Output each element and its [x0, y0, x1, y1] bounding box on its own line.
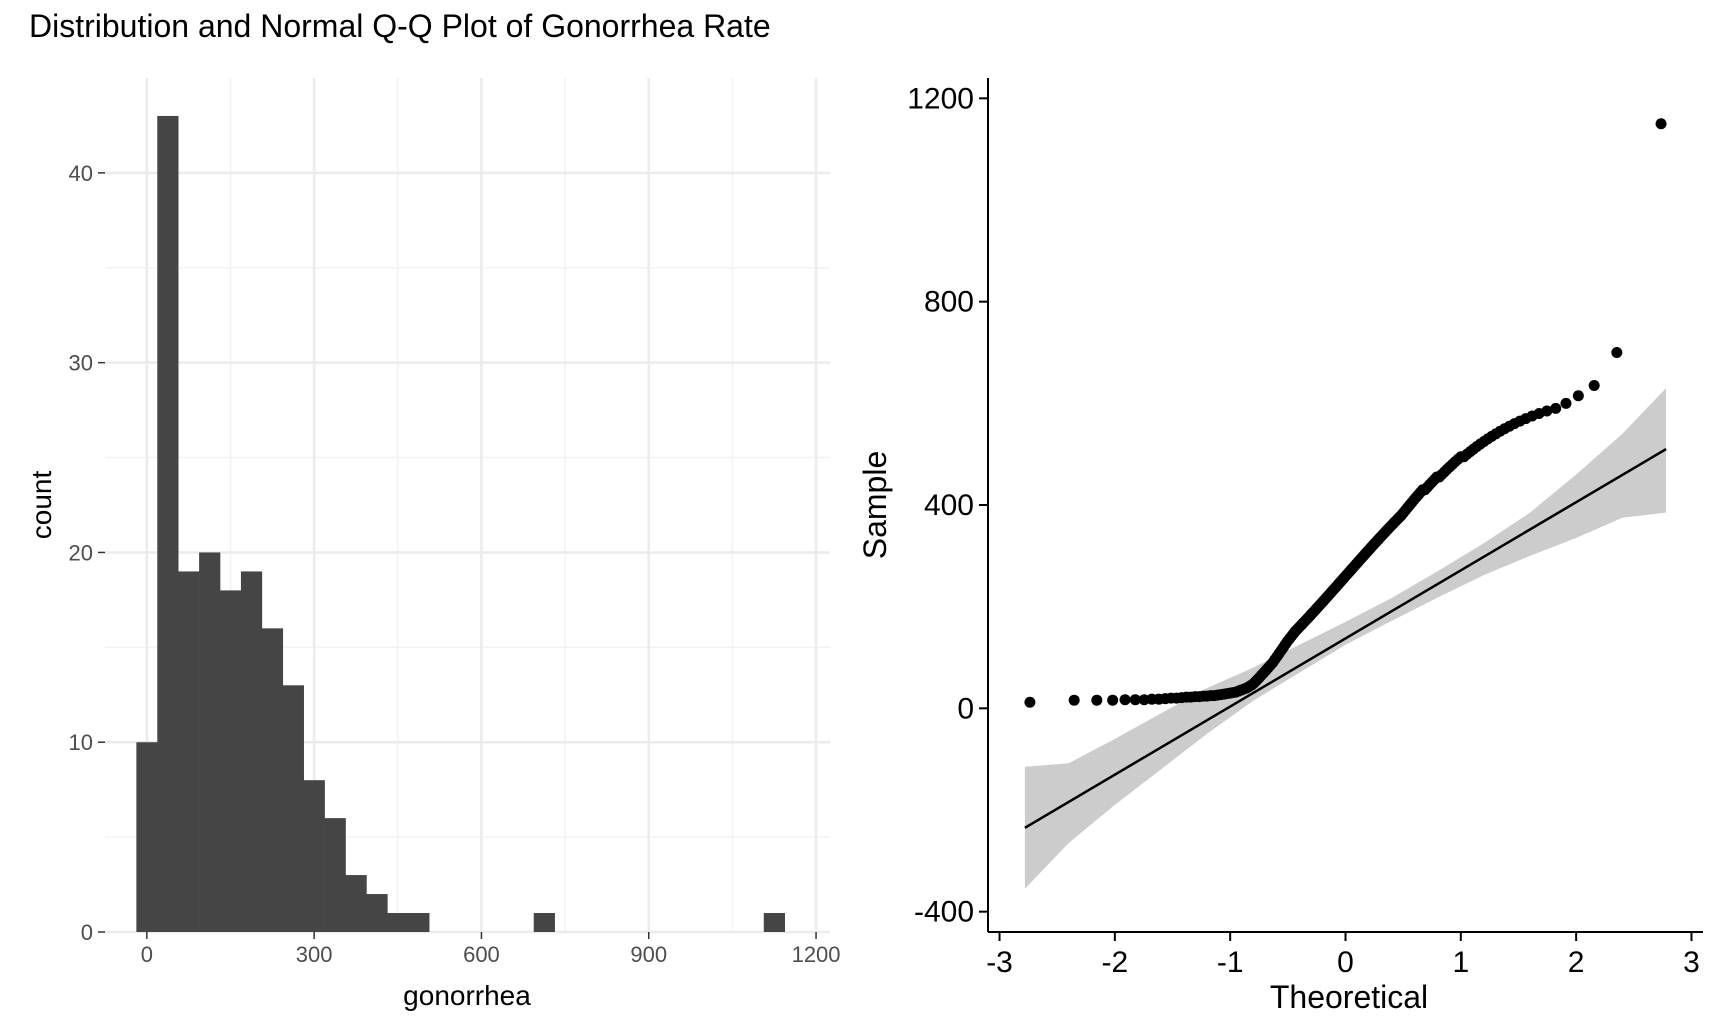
qq-x-tick-label: -3 — [986, 946, 1013, 979]
qq-point — [1611, 347, 1623, 358]
histogram-bar — [533, 913, 555, 932]
histogram-bar — [220, 590, 242, 932]
histogram-y-tick-label: 10 — [69, 730, 93, 755]
qq-point — [1024, 696, 1036, 708]
histogram-bar — [178, 571, 200, 932]
qq-point — [1129, 694, 1141, 706]
qq-x-tick-label: 2 — [1568, 946, 1585, 979]
qq-point — [1655, 118, 1667, 130]
histogram-x-tick-label: 0 — [141, 942, 153, 967]
qq-x-tick-label: -1 — [1217, 946, 1244, 979]
histogram-x-tick-label: 300 — [296, 942, 333, 967]
histogram-bar — [136, 742, 158, 932]
qq-point — [1541, 405, 1553, 417]
qq-reference-line-group — [1024, 448, 1667, 829]
qq-point — [1588, 380, 1600, 392]
qq-y-axis-label: Sample — [857, 451, 893, 560]
histogram-bar — [366, 894, 388, 932]
histogram-bar — [345, 875, 367, 932]
histogram-bar — [408, 913, 430, 932]
qq-points — [1024, 118, 1667, 708]
qq-y-tick-label: 400 — [924, 489, 974, 522]
histogram-bar — [387, 913, 409, 932]
histogram-x-tick-label: 900 — [630, 942, 667, 967]
qq-x-tick-label: 1 — [1452, 946, 1469, 979]
qq-point — [1560, 397, 1572, 409]
qq-point — [1091, 694, 1103, 706]
histogram-bar — [303, 780, 325, 932]
histogram-y-tick-label: 20 — [69, 540, 93, 565]
histogram-bar — [157, 115, 179, 932]
qq-y-tick-label: 1200 — [907, 82, 974, 115]
histogram-y-tick-label: 0 — [81, 920, 93, 945]
qq-point — [1107, 694, 1119, 706]
histogram-bars — [136, 115, 785, 932]
qq-point — [1068, 694, 1080, 706]
histogram-bar — [199, 552, 221, 932]
histogram-y-tick-label: 40 — [69, 161, 93, 186]
qq-y-tick-label: 800 — [924, 286, 974, 319]
histogram-bar — [324, 818, 346, 932]
qq-x-tick-label: -2 — [1102, 946, 1129, 979]
histogram-panel: 0 300 600 900 1200 0 10 20 30 40 gonorrhea count — [26, 78, 841, 1011]
histogram-tick-labels: 0 300 600 900 1200 0 10 20 30 40 — [69, 161, 841, 967]
histogram-y-tick-label: 30 — [69, 351, 93, 376]
qq-x-axis-label: Theoretical — [1270, 979, 1428, 1015]
qq-point — [1119, 694, 1131, 706]
histogram-bar — [261, 628, 284, 932]
qq-x-tick-label: 3 — [1683, 946, 1700, 979]
qq-y-tick-label: 0 — [957, 692, 974, 725]
chart-title: Distribution and Normal Q-Q Plot of Gono… — [29, 8, 771, 44]
histogram-bar — [240, 571, 263, 932]
qq-tick-labels: -3 -2 -1 0 1 2 3 -400 0 400 800 1200 — [907, 82, 1700, 979]
qq-y-tick-label: -400 — [914, 896, 974, 929]
qq-x-tick-label: 0 — [1337, 946, 1354, 979]
histogram-bar — [763, 913, 785, 932]
histogram-x-tick-label: 600 — [463, 942, 500, 967]
histogram-bar — [282, 685, 304, 932]
qq-point — [1572, 390, 1584, 402]
qq-reference-line — [1024, 448, 1667, 829]
qq-point — [1138, 694, 1150, 706]
qq-point — [1550, 402, 1562, 414]
histogram-x-axis-label: gonorrhea — [403, 980, 531, 1011]
histogram-x-tick-label: 1200 — [792, 942, 841, 967]
histogram-y-axis-label: count — [26, 471, 57, 540]
qq-plot-panel: -3 -2 -1 0 1 2 3 -400 0 400 800 1200 Theoretical Sa… — [857, 78, 1703, 1015]
